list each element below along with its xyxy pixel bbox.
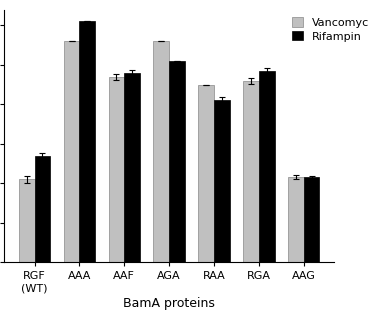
Legend: Vancomyc, Rifampin: Vancomyc, Rifampin <box>290 15 372 44</box>
Bar <box>169 61 185 262</box>
X-axis label: BamA proteins: BamA proteins <box>123 297 215 310</box>
Bar <box>79 21 95 262</box>
Bar <box>243 81 259 262</box>
Bar <box>288 177 304 262</box>
Bar <box>304 177 319 262</box>
Bar <box>35 156 50 262</box>
Bar <box>109 77 124 262</box>
Bar <box>198 85 214 262</box>
Bar <box>154 41 169 262</box>
Bar <box>124 73 140 262</box>
Bar <box>259 71 274 262</box>
Bar <box>214 100 230 262</box>
Bar <box>64 41 79 262</box>
Bar <box>19 180 35 262</box>
